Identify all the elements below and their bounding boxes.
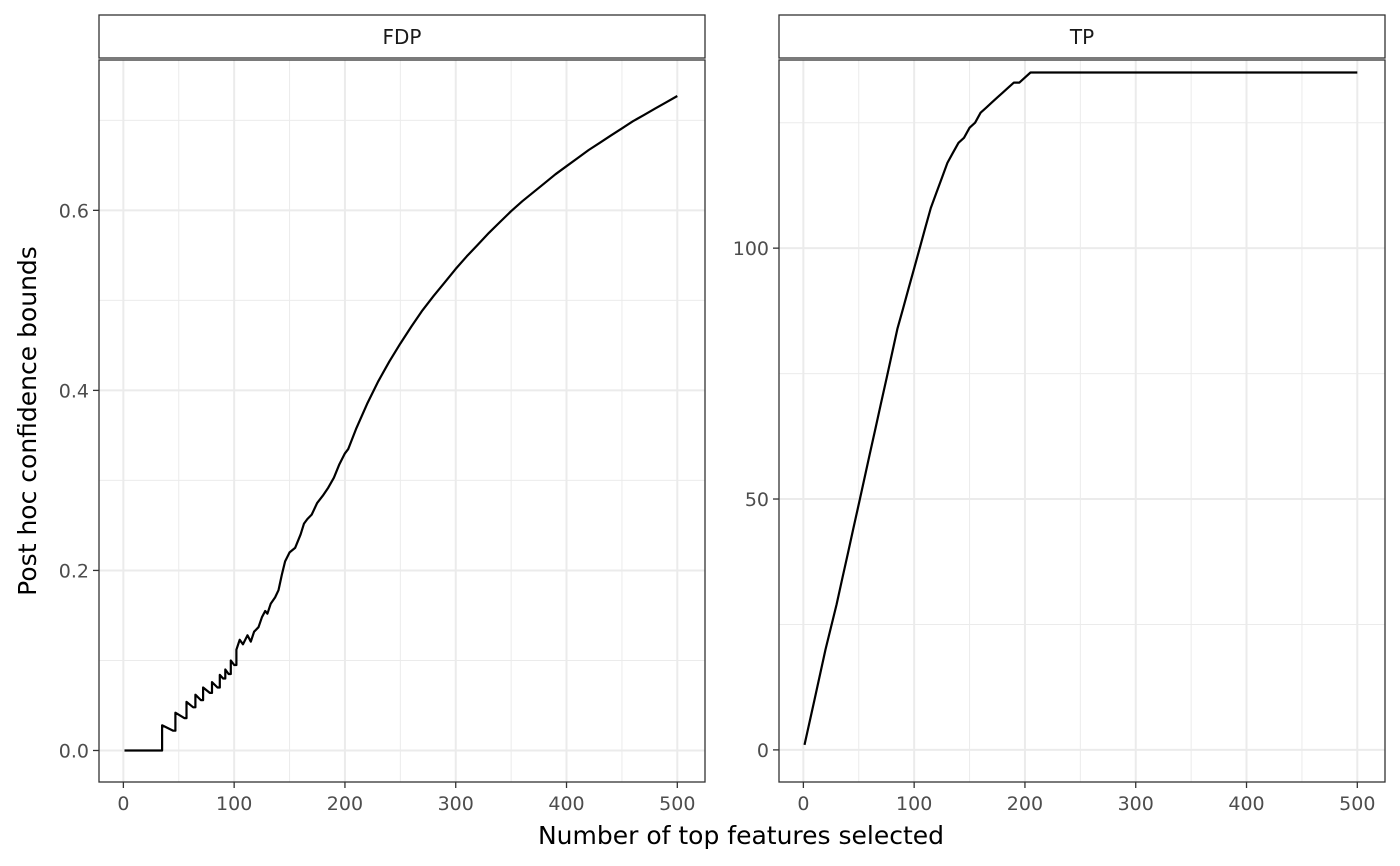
x-tick-label: 200 xyxy=(327,793,363,815)
x-tick-label: 100 xyxy=(216,793,252,815)
x-tick-label: 500 xyxy=(659,793,695,815)
panel-background xyxy=(99,60,705,782)
x-tick-label: 0 xyxy=(117,793,129,815)
facet-strip xyxy=(778,14,1386,59)
facet-label: TP xyxy=(1069,25,1094,49)
panel-tp: TP 0 100 200 300 400 500 0 50 100 xyxy=(733,14,1386,815)
y-tick-label: 0.6 xyxy=(59,200,89,222)
panel-fdp: FDP 0 100 200 300 400 500 0.0 0.2 0.4 0.6 xyxy=(59,14,706,815)
y-tick-label: 100 xyxy=(733,238,769,260)
y-tick-label: 0.4 xyxy=(59,380,89,402)
x-tick-label: 300 xyxy=(438,793,474,815)
x-tick-label: 200 xyxy=(1007,793,1043,815)
x-tick-label: 300 xyxy=(1118,793,1154,815)
x-tick-label: 0 xyxy=(797,793,809,815)
panel-border xyxy=(98,59,706,783)
y-axis-title: Post hoc confidence bounds xyxy=(13,246,42,596)
y-tick-label: 50 xyxy=(745,489,769,511)
y-tick-label: 0.2 xyxy=(59,560,89,582)
series-line xyxy=(803,71,1358,746)
x-tick-label: 400 xyxy=(1228,793,1264,815)
x-tick-label: 400 xyxy=(548,793,584,815)
facet-strip xyxy=(98,14,706,59)
y-tick-label: 0.0 xyxy=(59,740,89,762)
x-tick-label: 500 xyxy=(1339,793,1375,815)
panel-border xyxy=(778,59,1386,783)
facet-label: FDP xyxy=(383,25,422,49)
series-line xyxy=(124,95,678,752)
x-axis-title: Number of top features selected xyxy=(538,821,944,850)
panel-background xyxy=(779,60,1385,782)
x-tick-label: 100 xyxy=(896,793,932,815)
y-tick-label: 0 xyxy=(757,740,769,762)
